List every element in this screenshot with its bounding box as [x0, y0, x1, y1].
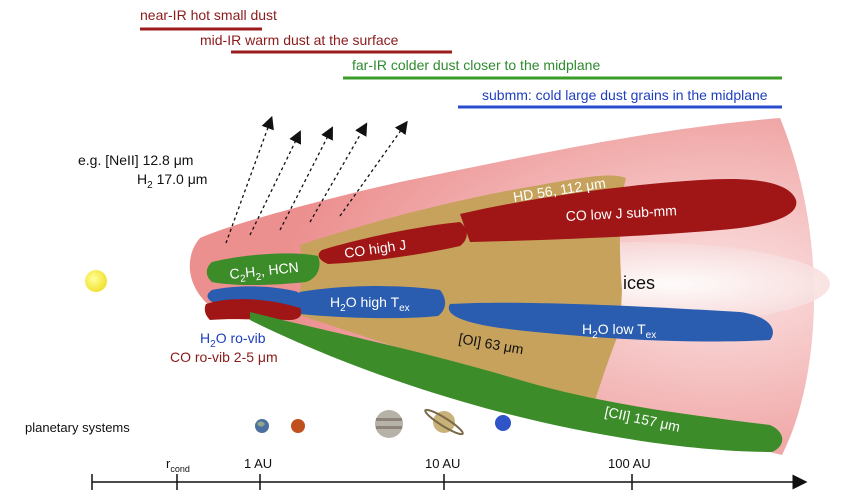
h2o-high-tex-label: H2O high Tex [330, 294, 410, 314]
planet-neptune-icon [495, 415, 511, 431]
h2o-low-tex-label: H2O low Tex [582, 321, 656, 341]
submm-label: submm: cold large dust grains in the mid… [482, 87, 768, 103]
planetary-systems-label: planetary systems [25, 420, 130, 435]
tick-label-1au: 1 AU [244, 456, 272, 471]
near-ir-label: near-IR hot small dust [140, 7, 277, 23]
h2o-high-tex-band [294, 286, 446, 319]
tick-label-10au: 10 AU [425, 456, 460, 471]
co-low-j-label: CO low J sub-mm [565, 202, 677, 224]
h2-line-label: H2 17.0 μm [137, 171, 207, 191]
ices-label: ices [623, 273, 655, 293]
tick-label-100au: 100 AU [608, 456, 651, 471]
arrow-3 [279, 126, 333, 231]
arrow-4 [309, 122, 368, 223]
mid-ir-label: mid-IR warm dust at the surface [200, 32, 399, 48]
far-ir-label: far-IR colder dust closer to the midplan… [352, 57, 600, 73]
c2h2-hcn-label: C2H2, HCN [229, 259, 300, 286]
neii-label: e.g. [NeII] 12.8 μm [78, 152, 193, 168]
arrow-5 [339, 120, 408, 217]
star-icon [85, 270, 107, 292]
rcond-label: rcond [166, 456, 190, 474]
planet-earth-icon [255, 419, 269, 433]
arrow-2 [249, 130, 302, 236]
c2h2-hcn-band [206, 253, 320, 285]
planet-jupiter-icon [375, 410, 403, 438]
planet-saturn-icon [424, 408, 464, 436]
inner-red-rovib [204, 299, 302, 320]
planet-mars-icon [291, 419, 305, 433]
cii-band [250, 312, 783, 452]
h2o-low-tex-band [448, 302, 773, 342]
co-rovib-label: CO ro-vib 2-5 μm [170, 349, 278, 365]
co-low-j-band [460, 178, 797, 242]
h2o-rovib-label: H2O ro-vib [200, 330, 266, 350]
co-high-j-band [318, 222, 467, 264]
